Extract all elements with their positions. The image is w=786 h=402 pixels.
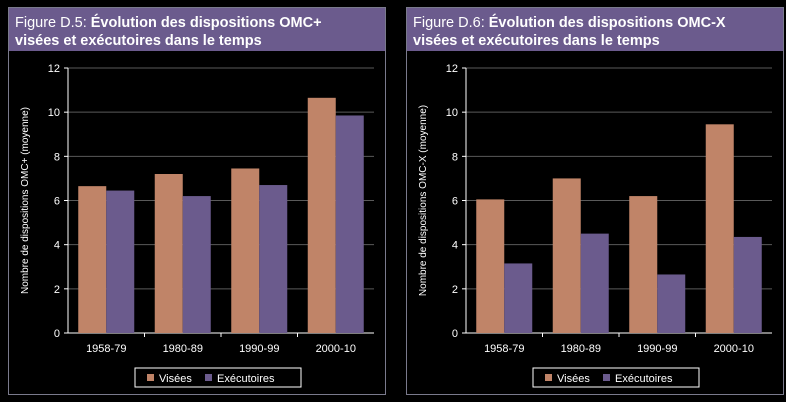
figure-d5-panel: Figure D.5: Évolution des dispositions O… xyxy=(8,7,386,395)
d6-bar-visees xyxy=(476,199,505,333)
d5-y-axis-label: Nombre de dispositions OMC+ (moyenne) xyxy=(20,107,31,294)
d6-bar-visees xyxy=(629,196,658,333)
figure-d5-title-line2: visées et exécutoires dans le temps xyxy=(15,33,262,49)
d6-ytick-label: 12 xyxy=(446,63,458,75)
d6-xtick-label: 1958-79 xyxy=(484,343,524,355)
d6-bar-executoires xyxy=(580,233,609,333)
d6-bar-executoires xyxy=(657,274,686,333)
figure-d6-title: Figure D.6: Évolution des dispositions O… xyxy=(407,8,783,51)
d5-legend-swatch-executoires xyxy=(205,374,212,381)
d5-ytick-label: 10 xyxy=(48,107,60,119)
d5-bar-executoires xyxy=(335,115,364,334)
d5-ytick-label: 8 xyxy=(54,151,60,163)
d5-bar-executoires xyxy=(182,196,211,333)
d5-xtick-label: 1990-99 xyxy=(239,343,279,355)
d5-xtick-label: 2000-10 xyxy=(316,343,356,355)
d5-bar-executoires xyxy=(259,185,288,333)
d6-xtick-label: 1990-99 xyxy=(637,343,677,355)
figure-d5-number: Figure D.5: xyxy=(15,15,91,31)
d5-bar-visees xyxy=(307,97,336,333)
d5-bar-visees xyxy=(231,168,260,333)
d6-xtick-label: 2000-10 xyxy=(714,343,754,355)
d6-legend-swatch-visees xyxy=(545,374,552,381)
d5-ytick-label: 4 xyxy=(54,240,60,252)
d5-ytick-label: 12 xyxy=(48,63,60,75)
d5-bar-visees xyxy=(154,174,183,333)
d5-xtick-label: 1958-79 xyxy=(86,343,126,355)
d6-bar-visees xyxy=(705,124,734,333)
d6-y-axis-label: Nombre de dispositions OMC-X (moyenne) xyxy=(418,105,429,296)
d5-legend-label-visees: Visées xyxy=(159,373,192,385)
d5-legend-label-executoires: Exécutoires xyxy=(217,373,275,385)
d6-bar-visees xyxy=(552,178,581,333)
d6-bar-executoires xyxy=(733,236,762,333)
d5-ytick-label: 2 xyxy=(54,284,60,296)
figure-d6-panel: Figure D.6: Évolution des dispositions O… xyxy=(406,7,784,395)
d5-legend xyxy=(134,367,302,388)
d6-ytick-label: 4 xyxy=(452,240,458,252)
d5-ytick-label: 6 xyxy=(54,196,60,208)
d6-ytick-label: 8 xyxy=(452,151,458,163)
d6-bar-executoires xyxy=(504,263,533,333)
d6-ytick-label: 6 xyxy=(452,196,458,208)
d5-bar-visees xyxy=(78,186,107,333)
figure-d5-chart: 0 2 4 6 8 10 12 1958-79 1980-89 1990-99 2000-10 Nom… xyxy=(20,63,374,388)
d5-ytick-label: 0 xyxy=(54,328,60,340)
d5-bar-executoires xyxy=(106,190,135,333)
d5-xtick-label: 1980-89 xyxy=(163,343,203,355)
d5-legend-swatch-visees xyxy=(147,374,154,381)
d6-xtick-label: 1980-89 xyxy=(561,343,601,355)
d6-ytick-label: 2 xyxy=(452,284,458,296)
d6-legend-label-executoires: Exécutoires xyxy=(615,373,673,385)
figure-d6-title-line1: Évolution des dispositions OMC-X xyxy=(488,15,726,31)
d6-ytick-label: 10 xyxy=(446,107,458,119)
d6-legend-label-visees: Visées xyxy=(557,373,590,385)
d6-legend xyxy=(532,367,700,388)
figure-d6-number: Figure D.6: xyxy=(413,15,489,31)
figure-d6-chart: 0 2 4 6 8 10 12 1958-79 1980-89 1990-99 2000-10 Nom… xyxy=(418,63,772,388)
figure-d6-title-line2: visées et exécutoires dans le temps xyxy=(413,33,660,49)
figure-d5-title: Figure D.5: Évolution des dispositions O… xyxy=(9,8,385,51)
figure-d5-title-line1: Évolution des dispositions OMC+ xyxy=(90,15,322,31)
d6-ytick-label: 0 xyxy=(452,328,458,340)
d6-legend-swatch-executoires xyxy=(603,374,610,381)
